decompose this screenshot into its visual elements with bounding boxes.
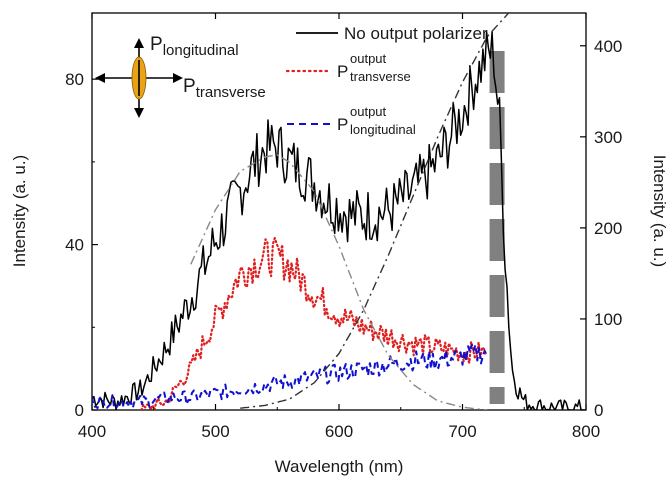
label-longitudinal-main: P (150, 34, 163, 55)
x-axis-label: Wavelength (nm) (275, 457, 404, 476)
label-longitudinal: Plongitudinal (150, 34, 239, 59)
x-tick-label: 800 (572, 422, 600, 441)
polarization-inset: Plongitudinal Ptransverse (95, 34, 266, 118)
y-tick-label-left: 80 (65, 70, 84, 89)
label-longitudinal-sub: longitudinal (163, 42, 239, 59)
arrow-head-right (173, 73, 183, 83)
x-tick-label: 400 (78, 422, 106, 441)
arrow-head-left (95, 73, 105, 83)
y-tick-label-left: 0 (75, 401, 84, 420)
legend-transverse-sub: transverse (350, 69, 411, 84)
legend-entry-longitudinal: Poutput longitudinal (287, 104, 416, 137)
legend: No output polarizer Poutput transverse Po… (285, 24, 488, 137)
y-axis-label-right: Intensity (a. u.) (650, 155, 667, 267)
y-tick-label-right: 300 (594, 128, 622, 147)
series-longitudinal (92, 343, 488, 410)
series-transverse (140, 236, 488, 410)
x-tick-label: 500 (201, 422, 229, 441)
arrow-head-up (134, 38, 144, 48)
series-no-polarizer (92, 31, 585, 410)
legend-label-longitudinal: Poutput longitudinal (337, 104, 416, 137)
legend-label-transverse: Poutput transverse (337, 51, 411, 84)
legend-transverse-main: P (337, 62, 348, 81)
legend-longitudinal-sub: longitudinal (350, 122, 416, 137)
y-tick-label-right: 400 (594, 37, 622, 56)
arrow-head-down (134, 108, 144, 118)
legend-transverse-sup: output (350, 51, 387, 66)
series-fit-dark (240, 13, 510, 409)
legend-label-no-polarizer: No output polarizer (344, 24, 488, 43)
label-transverse-main: P (183, 76, 196, 97)
legend-entry-no-polarizer: No output polarizer (296, 24, 488, 43)
legend-entry-transverse: Poutput transverse (285, 51, 411, 84)
legend-longitudinal-main: P (337, 115, 348, 134)
y-tick-label-left: 40 (65, 236, 84, 255)
series-fit-gray (190, 154, 488, 410)
x-tick-label: 600 (325, 422, 353, 441)
x-tick-label: 700 (448, 422, 476, 441)
series-layer (92, 13, 585, 410)
y-tick-label-right: 100 (594, 310, 622, 329)
label-transverse: Ptransverse (183, 76, 266, 101)
y-tick-label-right: 0 (594, 401, 603, 420)
legend-longitudinal-sup: output (350, 104, 387, 119)
y-axis-label-left: Intensity (a. u.) (10, 155, 29, 267)
y-tick-label-right: 200 (594, 219, 622, 238)
label-transverse-sub: transverse (196, 84, 266, 101)
